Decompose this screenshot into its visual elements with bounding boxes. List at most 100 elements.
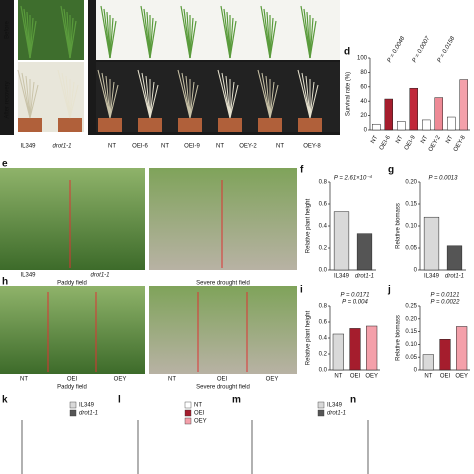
dry-leaf xyxy=(141,72,151,119)
pot xyxy=(138,118,162,132)
bar xyxy=(434,97,443,131)
y-tick-label: 0 xyxy=(414,368,418,374)
y-tick-label: 0.4 xyxy=(319,224,328,230)
dry-leaf xyxy=(185,75,191,119)
dry-leaf xyxy=(29,84,39,119)
x-tick-label: IL349 xyxy=(334,274,350,280)
dry-leaf xyxy=(229,84,239,119)
photo-label: OEI xyxy=(67,377,78,383)
y-tick-label: 0.10 xyxy=(405,224,417,230)
panel-letter: i xyxy=(300,285,303,296)
y-tick-label: 0 xyxy=(364,128,368,134)
y-tick-label: 0.05 xyxy=(405,246,417,252)
legend-swatch xyxy=(69,409,77,417)
panel-letter: h xyxy=(2,277,8,288)
x-tick-label: OEI-6 xyxy=(379,134,392,151)
y-tick-label: 60 xyxy=(360,84,367,90)
x-tick-label: IL349 xyxy=(424,274,440,280)
p-value: P = 0.0121 xyxy=(431,293,460,299)
dry-leaf xyxy=(69,84,79,119)
p-value: P = 0.0048 xyxy=(387,35,407,64)
p-value: P = 2.61×10⁻⁴ xyxy=(334,175,373,182)
photo-before-2 xyxy=(96,0,340,60)
leaf xyxy=(229,20,237,59)
x-tick-label: OEY-8 xyxy=(453,134,467,153)
leaf xyxy=(149,20,157,59)
leaf xyxy=(269,20,277,59)
pot xyxy=(218,118,242,132)
p-value: P = 0.0158 xyxy=(437,35,457,64)
photo-h-drought xyxy=(149,286,297,374)
col-label: NT xyxy=(161,144,169,150)
col-label: NT xyxy=(216,144,224,150)
y-tick-label: 100 xyxy=(357,56,368,62)
y-tick-label: 20 xyxy=(360,113,367,119)
p-value: P = 0.0013 xyxy=(429,176,459,182)
pot xyxy=(58,118,82,132)
panel-letter: l xyxy=(118,395,121,406)
field-label: Paddy field xyxy=(57,385,87,391)
leaf xyxy=(69,20,77,59)
dry-leaf xyxy=(21,72,31,119)
dry-leaf xyxy=(181,72,191,119)
y-tick-label: 0.0 xyxy=(319,368,328,374)
y-tick-label: 0 xyxy=(414,268,418,274)
col-label: OEY-8 xyxy=(303,144,321,150)
bar xyxy=(372,123,381,131)
leaf xyxy=(109,20,117,59)
y-axis-label: Relative biomass xyxy=(396,315,402,361)
bar xyxy=(439,339,451,371)
dry-leaf xyxy=(69,81,75,119)
panel-letter: f xyxy=(300,165,304,176)
x-tick-label: OEY-2 xyxy=(428,134,442,153)
p-value: P = 0.0007 xyxy=(412,35,432,64)
bar xyxy=(356,233,373,271)
panel-letter: d xyxy=(344,47,350,58)
bar xyxy=(423,216,440,271)
dry-leaf xyxy=(61,72,71,119)
pot xyxy=(298,118,322,132)
x-tick-label: drot1-1 xyxy=(445,274,464,280)
bar xyxy=(349,328,361,371)
pot xyxy=(178,118,202,132)
x-tick-label: NT xyxy=(370,135,379,145)
bar xyxy=(384,98,393,131)
y-tick-label: 0.2 xyxy=(319,352,328,358)
y-tick-label: 0.15 xyxy=(405,329,417,335)
p-value: P = 0.0171 xyxy=(341,293,370,299)
dry-leaf xyxy=(265,75,271,119)
plants xyxy=(17,5,322,132)
bar xyxy=(333,211,350,271)
field-label: Severe drought field xyxy=(196,385,250,391)
x-tick-label: NT xyxy=(420,135,429,145)
panel-letter: j xyxy=(387,285,391,296)
dry-leaf xyxy=(149,81,155,119)
col-label: OEI-6 xyxy=(132,144,148,150)
legend-swatch xyxy=(69,401,77,409)
legend-swatch xyxy=(184,417,192,425)
field-label: Severe drought field xyxy=(196,281,250,287)
col-label: NT xyxy=(276,144,284,150)
dry-leaf xyxy=(261,72,271,119)
dry-leaf xyxy=(177,69,191,119)
col-label: OEI-9 xyxy=(184,144,200,150)
y-tick-label: 0.6 xyxy=(319,202,328,208)
dry-leaf xyxy=(257,69,271,119)
photo-h-paddy xyxy=(0,286,145,374)
dry-leaf xyxy=(145,75,151,119)
photo-label: OEY xyxy=(114,377,127,383)
label-strip xyxy=(0,135,340,155)
y-tick-label: 80 xyxy=(360,70,367,76)
dry-leaf xyxy=(101,72,111,119)
bar xyxy=(422,119,431,131)
dry-leaf xyxy=(97,69,111,119)
y-axis-label: Relative plant height xyxy=(306,310,312,365)
legend-label: OEY xyxy=(194,419,207,425)
legend-swatch xyxy=(317,401,325,409)
dry-leaf xyxy=(57,69,71,119)
y-tick-label: 0.20 xyxy=(405,180,417,186)
dry-leaf xyxy=(25,75,31,119)
bar xyxy=(409,87,418,131)
field-label: Paddy field xyxy=(57,281,87,287)
